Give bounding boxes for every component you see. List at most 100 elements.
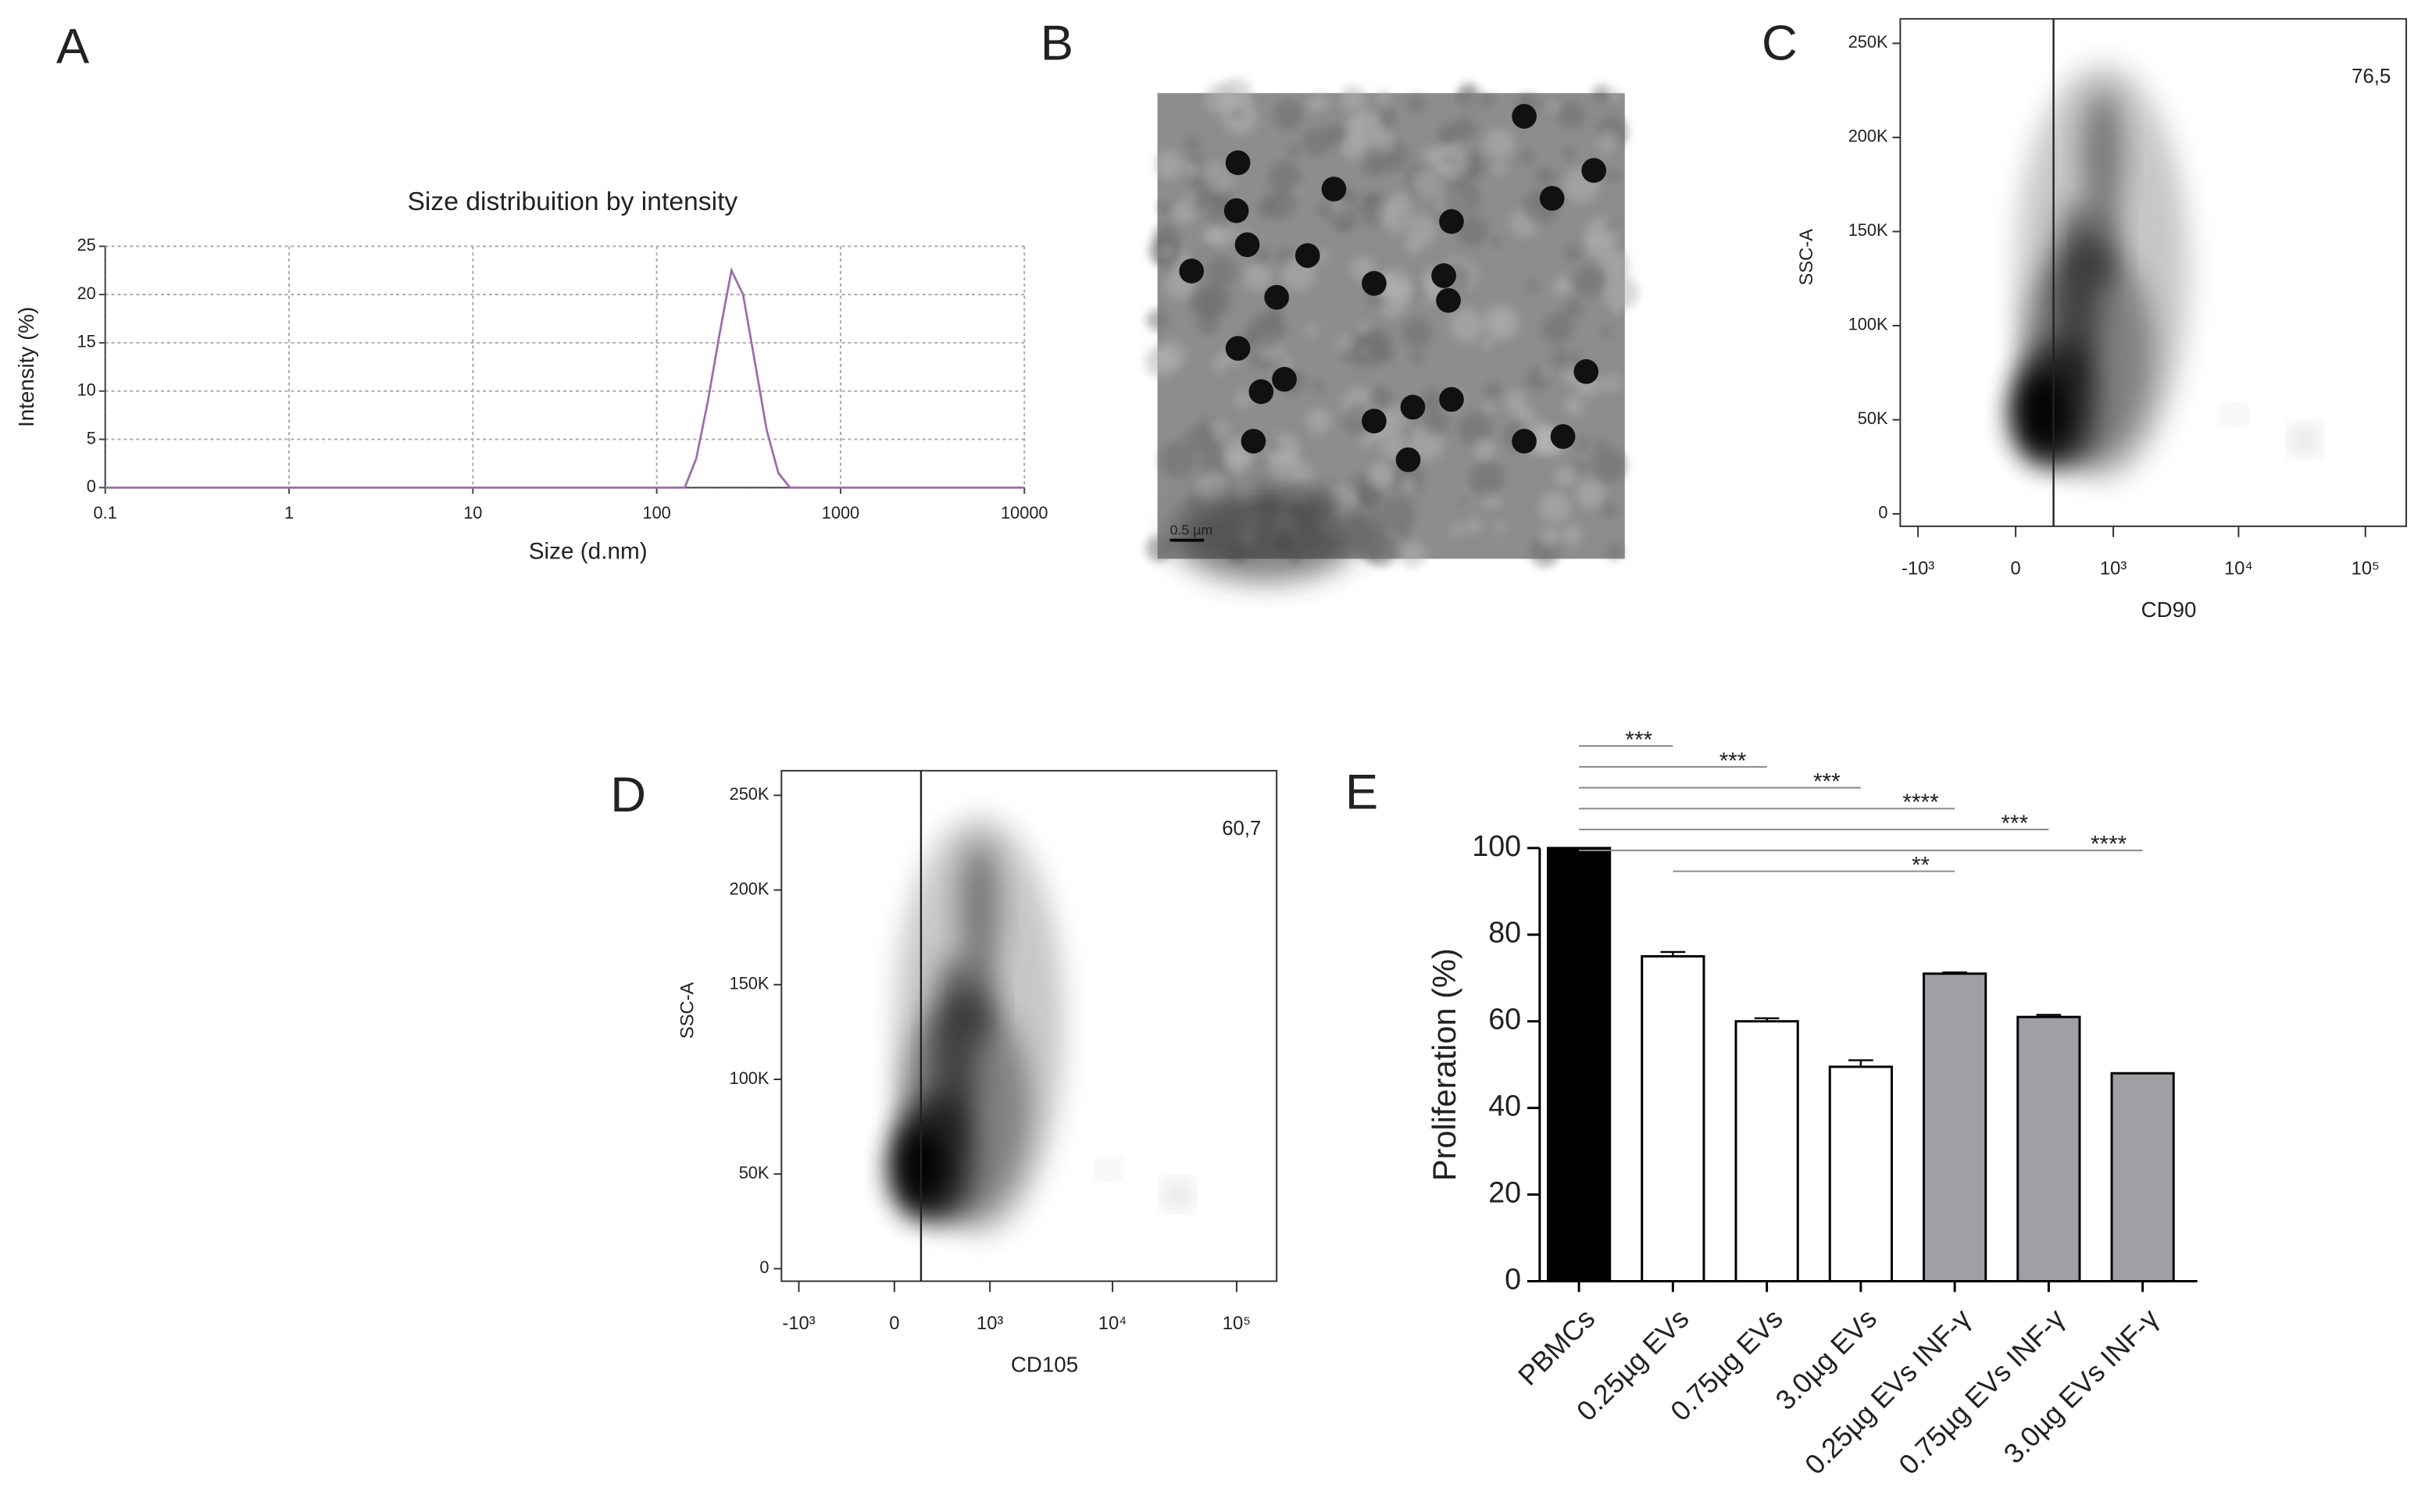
chart-title: Size distribuition by intensity xyxy=(407,187,737,216)
texture xyxy=(1411,351,1424,364)
texture xyxy=(1379,496,1416,533)
texture xyxy=(1575,460,1587,472)
density-cloud xyxy=(2294,430,2316,451)
texture xyxy=(1469,461,1505,497)
particle xyxy=(1234,232,1260,258)
texture xyxy=(1247,312,1284,349)
texture xyxy=(1452,524,1465,537)
y-tick-label: 10 xyxy=(77,380,96,399)
y-tick-label: 100 xyxy=(1472,829,1521,862)
panel-label: D xyxy=(610,768,646,822)
y-tick-label: 0 xyxy=(1505,1262,1521,1295)
particle xyxy=(1225,336,1251,361)
y-tick-label: 100K xyxy=(730,1068,770,1088)
x-tick-label: -10³ xyxy=(1902,558,1934,579)
texture xyxy=(1266,438,1280,451)
texture xyxy=(1564,396,1584,416)
texture xyxy=(1302,127,1331,156)
texture xyxy=(1330,206,1357,233)
y-tick-label: 0 xyxy=(87,476,96,496)
texture xyxy=(1398,540,1426,568)
texture xyxy=(1592,84,1611,103)
y-axis-label: SSC-A xyxy=(677,982,698,1039)
texture xyxy=(1441,154,1452,165)
y-tick-label: 40 xyxy=(1488,1089,1521,1122)
particle xyxy=(1573,358,1599,384)
x-tick-label: 10000 xyxy=(1001,503,1048,522)
x-tick-label: 10 xyxy=(463,503,482,522)
particle xyxy=(1539,186,1565,211)
texture xyxy=(1536,166,1555,186)
texture xyxy=(1340,85,1366,112)
texture xyxy=(1575,437,1589,451)
texture xyxy=(1605,543,1623,560)
texture xyxy=(1363,531,1398,567)
particle xyxy=(1223,198,1249,223)
texture xyxy=(1552,349,1569,367)
texture xyxy=(1435,144,1471,179)
texture xyxy=(1336,333,1356,354)
density-cloud xyxy=(1167,1184,1188,1205)
texture xyxy=(1190,289,1221,320)
texture xyxy=(1602,501,1618,517)
texture xyxy=(1317,201,1334,218)
texture xyxy=(1419,389,1444,412)
texture xyxy=(1569,351,1581,364)
texture xyxy=(1203,162,1235,194)
texture xyxy=(1145,535,1173,562)
texture xyxy=(1483,128,1515,159)
x-tick-label: 10⁵ xyxy=(1223,1313,1251,1334)
y-tick-label: 25 xyxy=(77,235,96,255)
texture xyxy=(1306,408,1332,433)
texture xyxy=(1146,308,1169,331)
texture xyxy=(1341,134,1366,160)
y-tick-label: 50K xyxy=(739,1163,770,1182)
x-tick-label: 0.75µg EVs INF-γ xyxy=(1893,1303,2071,1481)
significance-label: ** xyxy=(1912,852,1930,878)
particle xyxy=(1321,177,1347,201)
texture xyxy=(1358,511,1387,540)
x-tick-label: 0.25µg EVs INF-γ xyxy=(1799,1303,1977,1481)
texture xyxy=(1423,409,1449,436)
texture xyxy=(1401,318,1432,349)
particle xyxy=(1395,447,1421,472)
texture xyxy=(1562,369,1577,383)
texture xyxy=(1495,522,1506,533)
panel-label: B xyxy=(1041,16,1073,71)
texture xyxy=(1557,101,1586,130)
density-cloud xyxy=(2082,90,2123,223)
y-tick-label: 200K xyxy=(1848,127,1888,146)
texture xyxy=(1541,312,1574,344)
texture xyxy=(1466,519,1481,533)
texture xyxy=(1564,245,1581,262)
y-tick-label: 20 xyxy=(77,284,96,303)
texture xyxy=(1611,303,1621,313)
texture xyxy=(1606,169,1619,183)
particle xyxy=(1248,379,1274,405)
y-tick-label: 60 xyxy=(1488,1003,1521,1036)
bar xyxy=(2110,1072,2175,1282)
significance-label: *** xyxy=(1625,727,1652,753)
scale-bar-label: 0.5 µm xyxy=(1170,522,1212,538)
texture xyxy=(1356,484,1379,507)
x-tick-label: 0.1 xyxy=(94,503,117,522)
texture xyxy=(1527,279,1539,291)
density-cloud xyxy=(959,842,1000,975)
particle xyxy=(1362,408,1387,434)
x-tick-label: PBMCs xyxy=(1512,1303,1602,1392)
panel-label: E xyxy=(1345,765,1378,819)
x-tick-label: 1 xyxy=(284,503,294,522)
texture xyxy=(1205,255,1237,287)
shadow xyxy=(1173,489,1359,583)
texture xyxy=(1586,232,1616,262)
y-tick-label: 250K xyxy=(1848,32,1888,52)
gate-label: 76,5 xyxy=(2352,66,2391,87)
texture xyxy=(1144,346,1176,378)
y-tick-label: 150K xyxy=(730,974,770,993)
texture xyxy=(1457,492,1473,508)
texture xyxy=(1268,160,1302,194)
texture xyxy=(1364,192,1380,209)
particle xyxy=(1439,209,1464,234)
y-axis-label: Intensity (%) xyxy=(14,307,38,427)
texture xyxy=(1555,466,1576,487)
